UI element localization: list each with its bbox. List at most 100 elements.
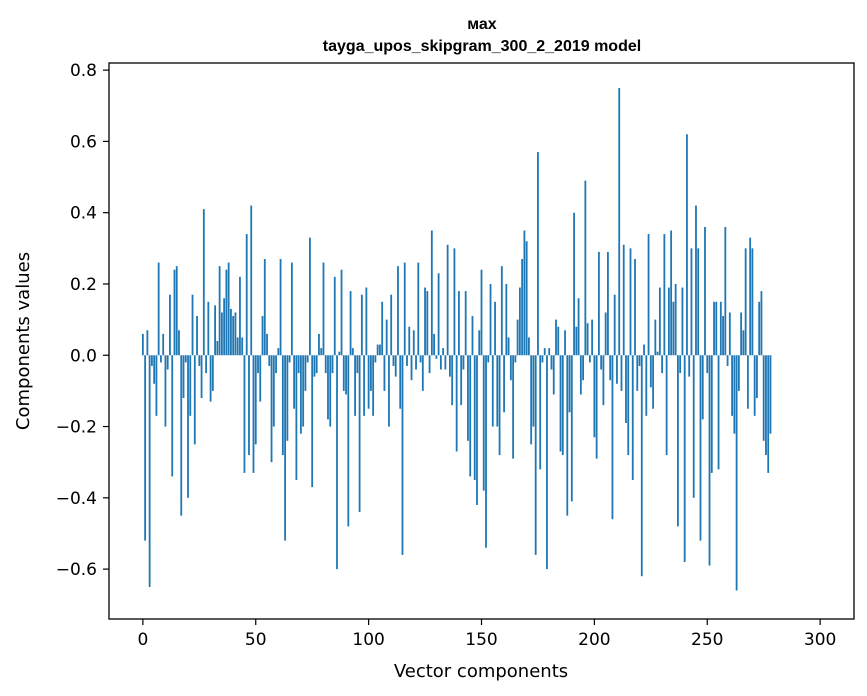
bar bbox=[616, 355, 618, 384]
bar bbox=[349, 291, 352, 356]
bar bbox=[677, 355, 679, 527]
bar bbox=[744, 248, 747, 356]
bar bbox=[722, 316, 724, 356]
bar bbox=[320, 348, 323, 356]
bar bbox=[600, 355, 603, 370]
bar bbox=[322, 262, 325, 356]
bar bbox=[275, 355, 277, 374]
bar bbox=[588, 355, 591, 363]
bar bbox=[762, 355, 765, 441]
bar bbox=[187, 355, 189, 498]
bar bbox=[530, 355, 533, 445]
bar bbox=[360, 294, 363, 356]
bar bbox=[555, 319, 557, 356]
bar bbox=[236, 337, 239, 356]
bar bbox=[597, 251, 600, 356]
bar bbox=[399, 355, 402, 409]
bar bbox=[561, 355, 564, 456]
y-axis-ticks: −0.6 −0.4 −0.2 0.0 0.2 0.4 0.6 0.8 bbox=[56, 61, 109, 580]
x-tick-label: 150 bbox=[465, 630, 497, 650]
bar bbox=[193, 355, 196, 445]
bar bbox=[388, 355, 390, 427]
bar bbox=[220, 312, 223, 356]
bar bbox=[239, 276, 241, 356]
y-tick-label: 0.0 bbox=[70, 346, 97, 366]
bar bbox=[528, 337, 530, 356]
bar bbox=[157, 262, 160, 356]
chart-title-line1: мах bbox=[467, 16, 497, 33]
bar bbox=[765, 355, 767, 456]
bar bbox=[412, 330, 415, 356]
bar bbox=[261, 316, 264, 356]
bar bbox=[259, 355, 262, 402]
bar bbox=[455, 355, 458, 452]
bar bbox=[171, 355, 174, 477]
x-tick-label: 300 bbox=[804, 630, 836, 650]
bar bbox=[263, 259, 266, 356]
bar bbox=[656, 351, 659, 356]
bar bbox=[767, 355, 770, 473]
bar bbox=[749, 237, 752, 356]
bar bbox=[284, 355, 286, 541]
bar bbox=[345, 355, 347, 395]
bar bbox=[735, 355, 738, 591]
bar bbox=[245, 234, 248, 356]
bar bbox=[175, 266, 178, 356]
bar bbox=[482, 355, 485, 491]
bar bbox=[178, 330, 180, 356]
bar bbox=[487, 355, 490, 363]
bar bbox=[627, 355, 630, 456]
bar bbox=[428, 355, 431, 374]
bar bbox=[266, 333, 268, 356]
bar bbox=[523, 230, 526, 356]
x-axis-label: Vector components bbox=[394, 661, 568, 682]
bar bbox=[173, 269, 176, 356]
bar bbox=[756, 355, 758, 399]
bar bbox=[383, 355, 386, 391]
bar bbox=[207, 301, 210, 356]
bar bbox=[532, 355, 535, 427]
bar bbox=[620, 355, 623, 391]
bar bbox=[150, 355, 153, 366]
bar bbox=[604, 312, 607, 356]
bar bbox=[566, 355, 569, 516]
bar bbox=[351, 348, 354, 356]
bar bbox=[751, 248, 754, 356]
bar bbox=[602, 355, 605, 406]
x-tick-label: 0 bbox=[137, 630, 148, 650]
bar bbox=[372, 355, 375, 416]
bar bbox=[446, 244, 449, 356]
bar bbox=[686, 134, 688, 356]
bar bbox=[250, 205, 253, 356]
bar bbox=[679, 355, 682, 374]
bar bbox=[144, 355, 147, 541]
bar bbox=[453, 248, 456, 356]
bar bbox=[634, 259, 636, 356]
bar bbox=[546, 355, 548, 570]
bar bbox=[496, 355, 499, 427]
bar bbox=[573, 212, 575, 356]
bar bbox=[609, 355, 612, 381]
bar bbox=[302, 355, 305, 427]
bar bbox=[279, 259, 282, 356]
bar bbox=[385, 319, 388, 356]
bar bbox=[257, 355, 259, 374]
bar bbox=[509, 355, 512, 381]
bar bbox=[230, 308, 232, 356]
y-tick-label: −0.4 bbox=[56, 489, 97, 509]
bar bbox=[570, 355, 573, 502]
bar bbox=[408, 326, 411, 356]
bar bbox=[448, 355, 451, 377]
bar bbox=[442, 348, 445, 356]
bar bbox=[376, 344, 379, 356]
x-tick-label: 200 bbox=[578, 630, 610, 650]
y-tick-label: −0.2 bbox=[56, 418, 97, 438]
bar bbox=[184, 355, 187, 363]
bar bbox=[625, 355, 627, 423]
bar bbox=[306, 355, 309, 363]
bar bbox=[665, 355, 668, 456]
bar bbox=[737, 355, 740, 391]
bar bbox=[293, 355, 296, 409]
bar bbox=[613, 294, 616, 356]
bar bbox=[437, 273, 440, 356]
